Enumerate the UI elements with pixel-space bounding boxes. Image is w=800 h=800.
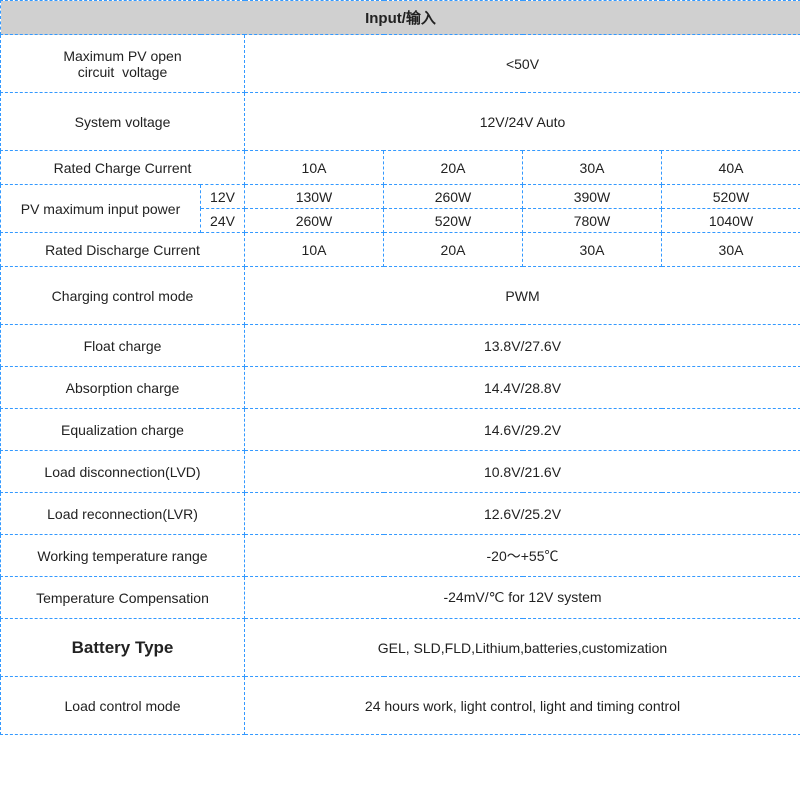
value-load-control: 24 hours work, light control, light and … — [245, 677, 800, 735]
label-pv-max: PV maximum input power — [1, 185, 201, 233]
pv-sub-12v: 12V — [201, 185, 245, 209]
row-lvd: Load disconnection(LVD) 10.8V/21.6V — [1, 451, 800, 493]
rated-discharge-2: 30A — [523, 233, 662, 267]
label-max-pv: Maximum PV opencircuit voltage — [1, 35, 245, 93]
pv-12v-3: 520W — [662, 185, 800, 209]
rated-charge-2: 30A — [523, 151, 662, 185]
value-absorption: 14.4V/28.8V — [245, 367, 800, 409]
value-float: 13.8V/27.6V — [245, 325, 800, 367]
value-temp-comp: -24mV/℃ for 12V system — [245, 577, 800, 619]
rated-discharge-3: 30A — [662, 233, 800, 267]
value-lvr: 12.6V/25.2V — [245, 493, 800, 535]
row-system-voltage: System voltage 12V/24V Auto — [1, 93, 800, 151]
row-battery-type: Battery Type GEL, SLD,FLD,Lithium,batter… — [1, 619, 800, 677]
row-float: Float charge 13.8V/27.6V — [1, 325, 800, 367]
pv-24v-1: 520W — [384, 209, 523, 233]
row-rated-charge: Rated Charge Current 10A 20A 30A 40A — [1, 151, 800, 185]
label-working-temp: Working temperature range — [1, 535, 245, 577]
row-equalization: Equalization charge 14.6V/29.2V — [1, 409, 800, 451]
header-row: Input/输入 — [1, 1, 800, 35]
label-rated-discharge: Rated Discharge Current — [1, 233, 245, 267]
value-max-pv: <50V — [245, 35, 800, 93]
value-system-voltage: 12V/24V Auto — [245, 93, 800, 151]
label-lvr: Load reconnection(LVR) — [1, 493, 245, 535]
pv-24v-0: 260W — [245, 209, 384, 233]
pv-sub-24v: 24V — [201, 209, 245, 233]
row-lvr: Load reconnection(LVR) 12.6V/25.2V — [1, 493, 800, 535]
label-temp-comp: Temperature Compensation — [1, 577, 245, 619]
value-charge-mode: PWM — [245, 267, 800, 325]
pv-12v-1: 260W — [384, 185, 523, 209]
value-equalization: 14.6V/29.2V — [245, 409, 800, 451]
row-pv-max-12v: PV maximum input power 12V 130W 260W 390… — [1, 185, 800, 209]
pv-24v-3: 1040W — [662, 209, 800, 233]
rated-discharge-0: 10A — [245, 233, 384, 267]
label-load-control: Load control mode — [1, 677, 245, 735]
rated-discharge-1: 20A — [384, 233, 523, 267]
label-equalization: Equalization charge — [1, 409, 245, 451]
row-charge-mode: Charging control mode PWM — [1, 267, 800, 325]
label-absorption: Absorption charge — [1, 367, 245, 409]
rated-charge-3: 40A — [662, 151, 800, 185]
pv-12v-0: 130W — [245, 185, 384, 209]
rated-charge-0: 10A — [245, 151, 384, 185]
label-lvd: Load disconnection(LVD) — [1, 451, 245, 493]
row-temp-comp: Temperature Compensation -24mV/℃ for 12V… — [1, 577, 800, 619]
row-rated-discharge: Rated Discharge Current 10A 20A 30A 30A — [1, 233, 800, 267]
row-absorption: Absorption charge 14.4V/28.8V — [1, 367, 800, 409]
label-battery-type: Battery Type — [1, 619, 245, 677]
value-lvd: 10.8V/21.6V — [245, 451, 800, 493]
pv-12v-2: 390W — [523, 185, 662, 209]
label-rated-charge: Rated Charge Current — [1, 151, 245, 185]
pv-24v-2: 780W — [523, 209, 662, 233]
value-working-temp: -20～+55℃ — [245, 535, 800, 577]
row-max-pv: Maximum PV opencircuit voltage <50V — [1, 35, 800, 93]
header-cell: Input/输入 — [1, 1, 800, 35]
rated-charge-1: 20A — [384, 151, 523, 185]
row-working-temp: Working temperature range -20～+55℃ — [1, 535, 800, 577]
value-battery-type: GEL, SLD,FLD,Lithium,batteries,customiza… — [245, 619, 800, 677]
spec-table: Input/输入 Maximum PV opencircuit voltage … — [0, 0, 800, 735]
label-system-voltage: System voltage — [1, 93, 245, 151]
label-float: Float charge — [1, 325, 245, 367]
row-load-control: Load control mode 24 hours work, light c… — [1, 677, 800, 735]
label-charge-mode: Charging control mode — [1, 267, 245, 325]
